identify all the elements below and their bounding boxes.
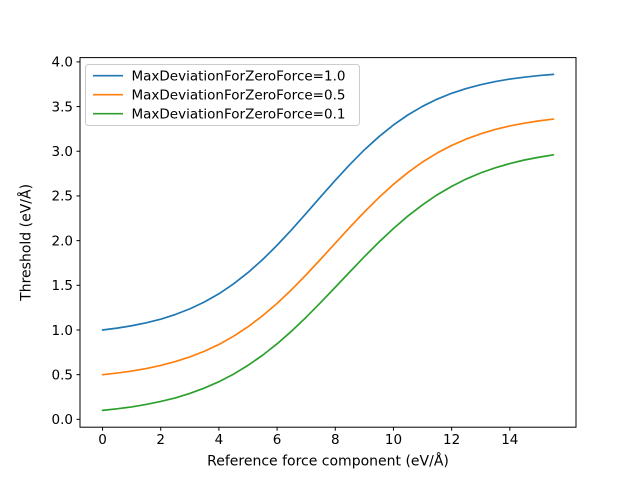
legend-entry-label-2: MaxDeviationForZeroForce=0.1 [132, 107, 346, 123]
x-tick-label: 6 [273, 432, 282, 448]
y-tick-label: 0.0 [52, 412, 73, 428]
series-group [101, 73, 555, 412]
y-tick-label: 0.5 [52, 367, 73, 383]
x-tick-label: 4 [215, 432, 224, 448]
legend: MaxDeviationForZeroForce=1.0 MaxDeviation… [85, 64, 360, 126]
y-tick-label: 4.0 [52, 55, 73, 71]
y-tick-label: 3.5 [52, 99, 73, 115]
x-tick-label: 8 [331, 432, 340, 448]
legend-frame [85, 64, 360, 126]
x-axis-label: Reference force component (eV/Å) [207, 453, 449, 470]
x-tick-label: 10 [385, 432, 402, 448]
x-tick-label: 0 [98, 432, 107, 448]
y-tick-label: 1.5 [52, 278, 73, 294]
y-tick-label: 2.0 [52, 233, 73, 249]
series-line-1 [101, 118, 555, 376]
x-tick-label: 2 [156, 432, 165, 448]
legend-entry-label-1: MaxDeviationForZeroForce=0.5 [132, 88, 346, 104]
plot-area-border [79, 57, 577, 428]
y-tick-label: 3.0 [52, 144, 73, 160]
y-axis-label: Threshold (eV/Å) [18, 184, 35, 302]
x-tick-label: 14 [501, 432, 518, 448]
series-line-2 [101, 153, 555, 412]
x-axis: 0 2 4 6 8 10 12 14 [98, 427, 518, 448]
y-axis: 0.0 0.5 1.0 1.5 2.0 2.5 3.0 3.5 4.0 [52, 55, 80, 428]
series-line-0 [101, 73, 555, 331]
legend-entry-label-0: MaxDeviationForZeroForce=1.0 [132, 69, 346, 85]
x-tick-label: 12 [443, 432, 460, 448]
y-tick-label: 2.5 [52, 189, 73, 205]
y-tick-label: 1.0 [52, 323, 73, 339]
